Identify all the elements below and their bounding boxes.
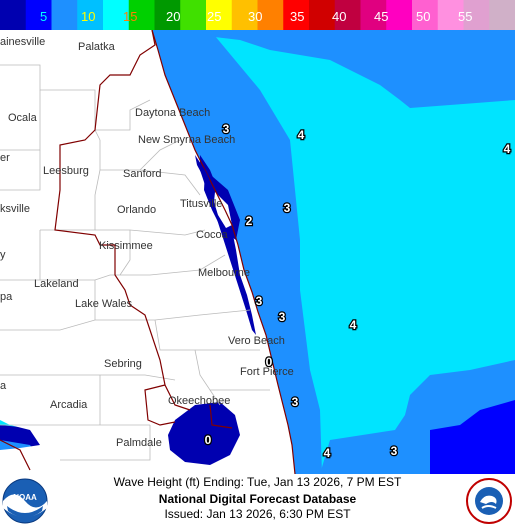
- city-lakeland: Lakeland: [34, 278, 79, 290]
- legend-color-block: [283, 0, 310, 30]
- legend-color-block: [309, 0, 336, 30]
- legend-color-block: [489, 0, 515, 30]
- city-leesburg: Leesburg: [43, 165, 89, 177]
- legend-tick-20: 20: [166, 9, 180, 24]
- city-sebring: Sebring: [104, 358, 142, 370]
- legend-color-block: [128, 0, 156, 30]
- legend-color-block: [77, 0, 104, 30]
- wave-value: 0: [266, 355, 273, 369]
- valid-time-line: Wave Height (ft) Ending: Tue, Jan 13 202…: [113, 475, 402, 489]
- wave-value: 3: [284, 201, 291, 215]
- ocean-offshore-patch: [155, 30, 515, 108]
- legend-color-block: [154, 0, 181, 30]
- noaa-logo-icon: NOAA: [2, 478, 48, 524]
- footer: Wave Height (ft) Ending: Tue, Jan 13 202…: [0, 474, 515, 525]
- legend-tick-40: 40: [332, 9, 346, 24]
- city-orlando: Orlando: [117, 204, 156, 216]
- city-a: a: [0, 380, 7, 392]
- wave-values: 3 4 4 3 2 3 3 4 0 3 0 4 3: [203, 121, 512, 462]
- legend-color-block: [51, 0, 78, 30]
- ocean-deep-patch: [430, 400, 515, 474]
- merritt-island: [214, 192, 232, 228]
- city-cocoa: Cocoa: [196, 229, 229, 241]
- wave-value: 4: [350, 318, 357, 332]
- city-ocala: Ocala: [8, 112, 38, 124]
- land-florida: [0, 30, 295, 474]
- legend-tick-55: 55: [458, 9, 472, 24]
- wave-value: 4: [324, 446, 331, 460]
- lake-okeechobee: [168, 402, 240, 465]
- issued-time-line: Issued: Jan 13 2026, 6:30 PM EST: [164, 507, 351, 521]
- wave-value: 4: [298, 128, 305, 142]
- coastal-shallow-strip: [195, 155, 210, 180]
- legend-color-block: [463, 0, 490, 30]
- city-pa: pa: [0, 291, 13, 303]
- legend-color-block: [206, 0, 233, 30]
- color-legend: 5 10 15 20 25 30 35 40 45 50 55: [0, 0, 515, 30]
- legend-tick-10: 10: [81, 9, 95, 24]
- legend-color-block: [412, 0, 439, 30]
- legend-tick-25: 25: [207, 9, 221, 24]
- wave-value: 3: [391, 444, 398, 458]
- city-lake-wales: Lake Wales: [75, 298, 133, 310]
- city-vero-beach: Vero Beach: [228, 335, 285, 347]
- nws-logo-icon: [466, 478, 512, 524]
- legend-color-block: [360, 0, 387, 30]
- legend-color-block: [180, 0, 207, 30]
- legend-tick-50: 50: [416, 9, 430, 24]
- legend-color-block: [0, 0, 27, 30]
- legend-tick-35: 35: [290, 9, 304, 24]
- legend-color-block: [334, 0, 362, 30]
- wave-value: 0: [205, 433, 212, 447]
- noaa-logo-text: NOAA: [13, 493, 37, 502]
- county-lines: [0, 64, 270, 461]
- wave-value: 2: [246, 214, 253, 228]
- wave-value: 3: [256, 294, 263, 308]
- city-new-smyrna-beach: New Smyrna Beach: [138, 134, 235, 146]
- wave-value: 3: [292, 395, 299, 409]
- wave-value: 4: [504, 142, 511, 156]
- city-fort-pierce: Fort Pierce: [240, 366, 294, 378]
- region-boundary: [0, 30, 233, 471]
- city-labels: ainesville Palatka Ocala Daytona Beach N…: [0, 36, 294, 449]
- wave-value: 3: [279, 310, 286, 324]
- city-palmdale: Palmdale: [116, 437, 162, 449]
- legend-color-block: [386, 0, 413, 30]
- legend-tick-30: 30: [248, 9, 262, 24]
- city-palatka: Palatka: [78, 41, 116, 53]
- city-arcadia: Arcadia: [50, 399, 88, 411]
- legend-color-block: [25, 0, 53, 30]
- wave-value: 3: [223, 122, 230, 136]
- legend-color-block: [103, 0, 130, 30]
- atlantic-coastline: [151, 30, 296, 474]
- city-ksville: ksville: [0, 203, 30, 215]
- city-gainesville: ainesville: [0, 36, 45, 48]
- legend-color-block: [437, 0, 465, 30]
- city-daytona-beach: Daytona Beach: [135, 107, 210, 119]
- legend-color-block: [231, 0, 259, 30]
- city-okeechobee: Okeechobee: [168, 395, 230, 407]
- legend-tick-15: 15: [123, 9, 137, 24]
- product-title: National Digital Forecast Database: [158, 492, 357, 506]
- city-y: y: [0, 249, 6, 261]
- wave-height-map: ainesville Palatka Ocala Daytona Beach N…: [0, 30, 515, 474]
- city-melbourne: Melbourne: [198, 267, 250, 279]
- city-titusville: Titusville: [180, 198, 222, 210]
- city-kissimmee: Kissimmee: [99, 240, 153, 252]
- legend-color-block: [257, 0, 284, 30]
- city-er: er: [0, 152, 10, 164]
- legend-tick-45: 45: [374, 9, 388, 24]
- city-sanford: Sanford: [123, 168, 162, 180]
- legend-tick-5: 5: [40, 9, 47, 24]
